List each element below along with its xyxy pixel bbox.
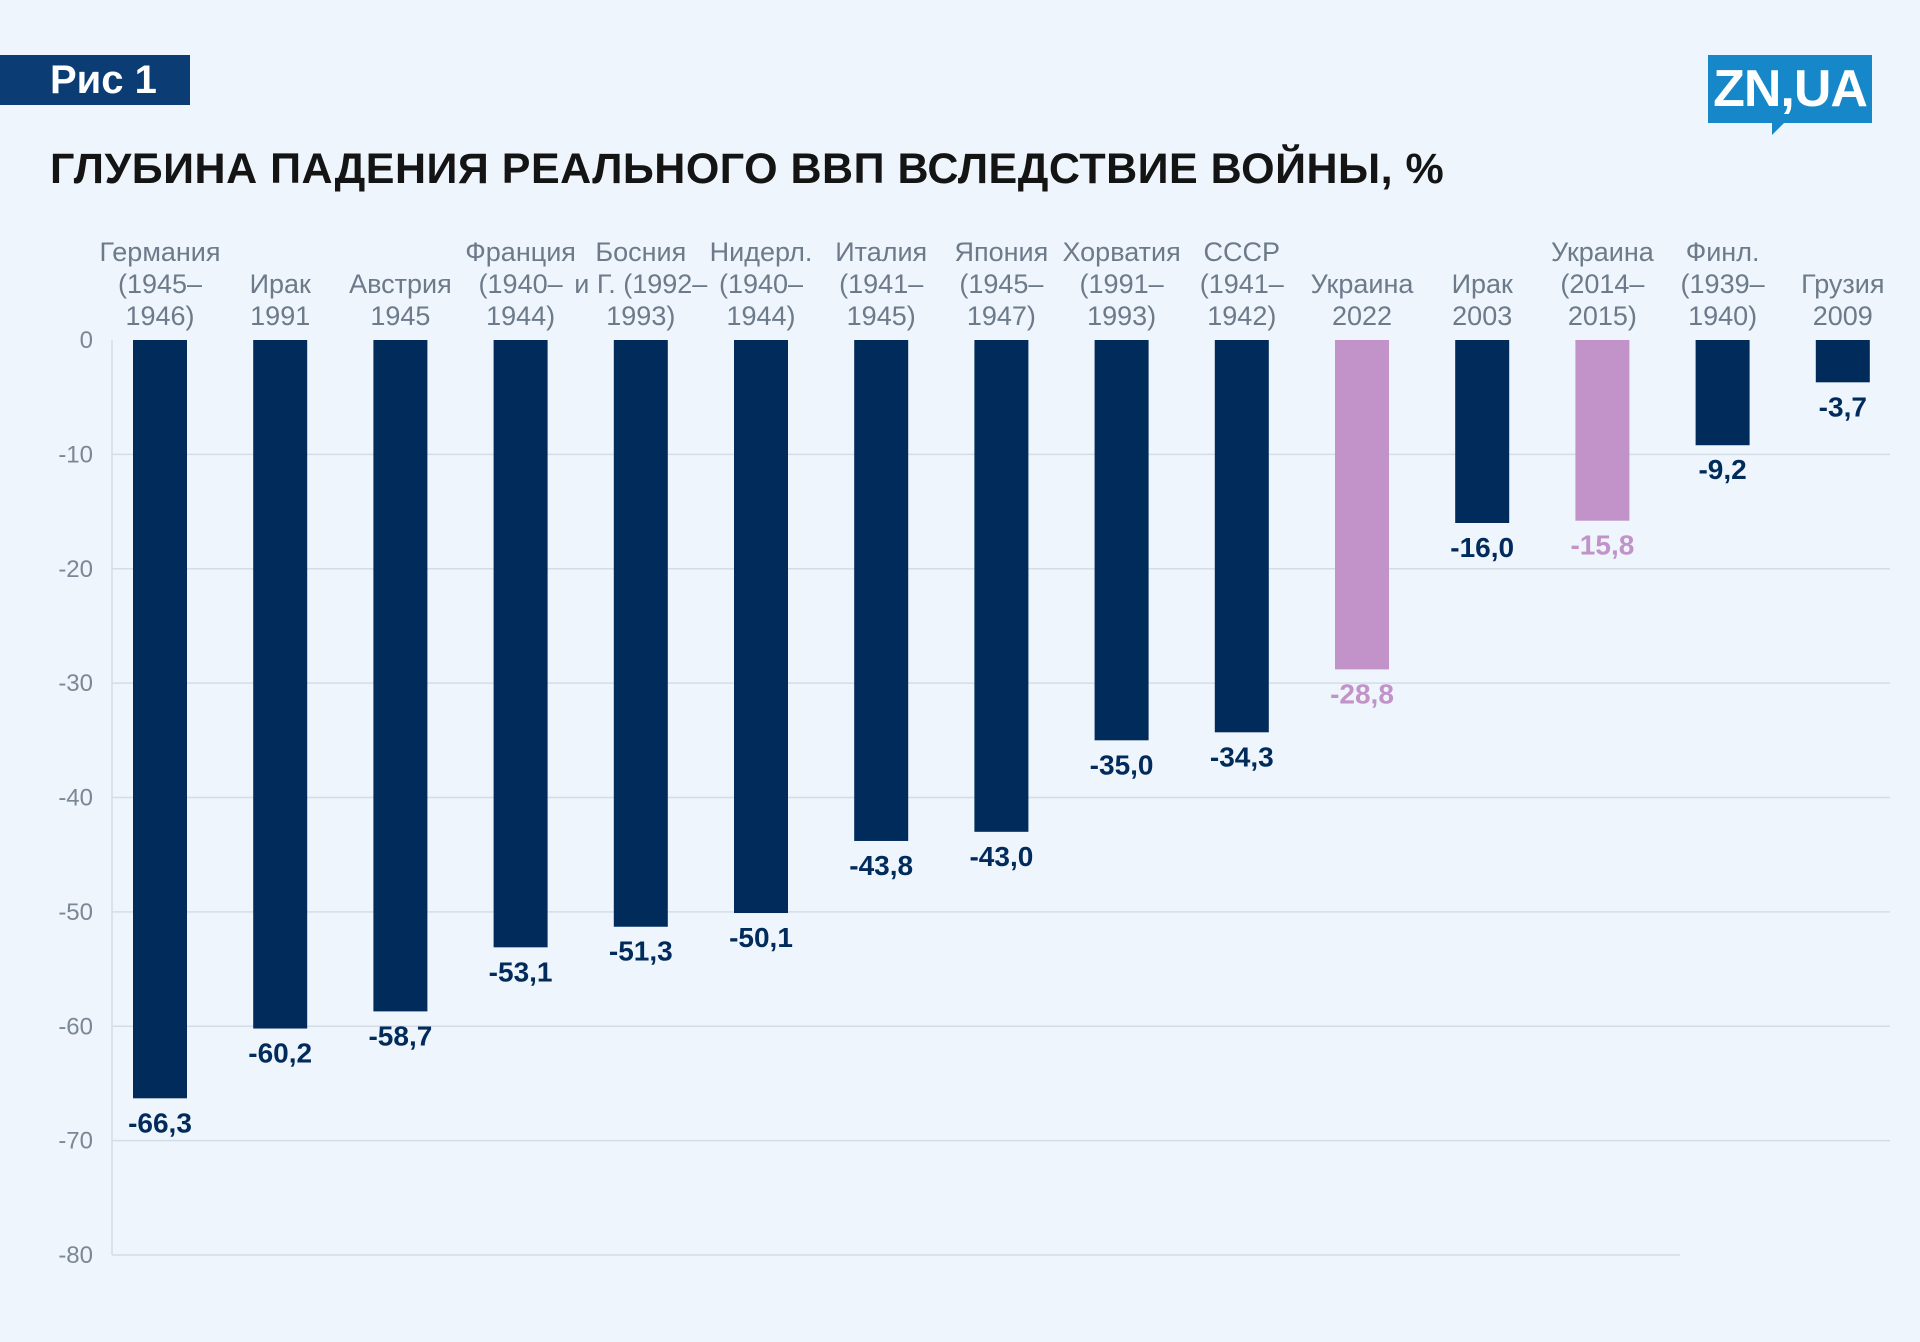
category-label: 2015) [1568, 301, 1637, 331]
category-label: 1942) [1207, 301, 1276, 331]
category-label: (2014– [1560, 269, 1644, 299]
category-label: Австрия [349, 269, 452, 299]
bar [1815, 340, 1870, 383]
category-label: (1939– [1681, 269, 1765, 299]
bar-value-label: -51,3 [609, 936, 673, 967]
y-tick-label: -10 [58, 441, 93, 468]
y-tick-label: -30 [58, 670, 93, 697]
category-label: (1940– [719, 269, 803, 299]
category-label: 2009 [1813, 301, 1873, 331]
category-label: Грузия [1801, 269, 1884, 299]
bar-value-label: -66,3 [128, 1107, 192, 1138]
y-tick-label: -80 [58, 1242, 93, 1269]
bar [133, 340, 187, 1099]
category-label: 1944) [726, 301, 795, 331]
category-label: 1993) [1087, 301, 1156, 331]
bar-value-label: -58,7 [368, 1020, 432, 1051]
bar [1455, 340, 1510, 523]
bar-value-label: -43,0 [969, 841, 1033, 872]
figure-badge: Рис 1 [0, 55, 190, 105]
category-label: Украина [1311, 269, 1415, 299]
bar-value-label: -34,3 [1210, 741, 1274, 772]
category-label: 1940) [1688, 301, 1757, 331]
bar-value-label: -53,1 [489, 956, 553, 987]
bar [1214, 340, 1269, 733]
bar [253, 340, 308, 1029]
y-tick-label: -70 [58, 1128, 93, 1155]
category-label: и Г. (1992– [574, 269, 707, 299]
bar-value-label: -3,7 [1819, 391, 1867, 422]
category-label: (1941– [839, 269, 923, 299]
category-label: (1945– [959, 269, 1043, 299]
bar-value-label: -16,0 [1450, 532, 1514, 563]
bar-value-label: -9,2 [1698, 454, 1746, 485]
bar-value-label: -35,0 [1090, 749, 1154, 780]
category-label: Япония [955, 237, 1049, 267]
bar [1094, 340, 1149, 741]
category-label: Германия [99, 237, 220, 267]
category-label: 1946) [125, 301, 194, 331]
bar [1335, 340, 1389, 670]
logo-tail-shape [1772, 119, 1788, 135]
category-label: (1991– [1080, 269, 1164, 299]
bar [613, 340, 668, 927]
category-label: Нидерл. [710, 237, 813, 267]
category-label: 1993) [606, 301, 675, 331]
bar-value-label: -28,8 [1330, 678, 1394, 709]
bar [1575, 340, 1630, 521]
bar [734, 340, 788, 914]
bar [974, 340, 1029, 832]
bar-value-label: -43,8 [849, 850, 913, 881]
bar-value-label: -60,2 [248, 1038, 312, 1069]
bar [373, 340, 428, 1012]
bar-value-label: -15,8 [1570, 530, 1634, 561]
bar [854, 340, 909, 841]
category-label: Финл. [1686, 237, 1760, 267]
bar [1695, 340, 1750, 446]
bar-value-label: -50,1 [729, 922, 793, 953]
category-label: Босния [595, 237, 686, 267]
bar [493, 340, 548, 948]
category-label: Франция [465, 237, 576, 267]
category-label: Ирак [250, 269, 311, 299]
category-label: (1945– [118, 269, 202, 299]
category-label: (1941– [1200, 269, 1284, 299]
category-label: Италия [835, 237, 927, 267]
chart-title: ГЛУБИНА ПАДЕНИЯ РЕАЛЬНОГО ВВП ВСЛЕДСТВИЕ… [50, 145, 1445, 193]
category-label: 1991 [250, 301, 310, 331]
zn-ua-logo: ZN,UA [1708, 55, 1872, 123]
category-label: Украина [1551, 237, 1655, 267]
category-label: 1947) [967, 301, 1036, 331]
y-tick-label: -60 [58, 1013, 93, 1040]
category-label: 1945 [370, 301, 430, 331]
category-label: 1945) [847, 301, 916, 331]
category-label: (1940– [479, 269, 563, 299]
y-tick-label: -40 [58, 785, 93, 812]
y-tick-label: 0 [80, 327, 93, 354]
y-tick-label: -50 [58, 899, 93, 926]
category-label: 1944) [486, 301, 555, 331]
category-label: СССР [1204, 237, 1281, 267]
category-label: Хорватия [1062, 237, 1180, 267]
category-label: Ирак [1452, 269, 1513, 299]
category-label: 2003 [1452, 301, 1512, 331]
category-label: 2022 [1332, 301, 1392, 331]
y-tick-label: -20 [58, 556, 93, 583]
